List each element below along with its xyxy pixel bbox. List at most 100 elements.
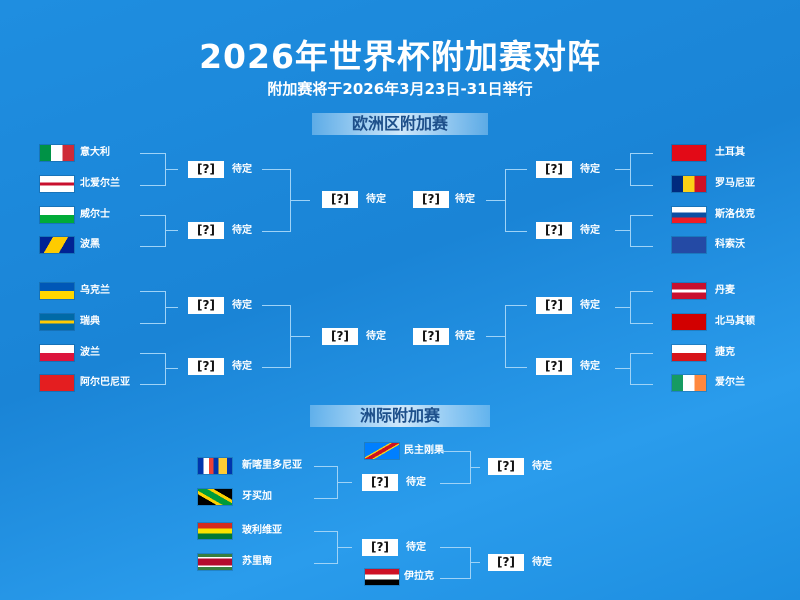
bracket-line: [615, 306, 630, 308]
bracket-line: [140, 291, 166, 324]
team-name: 北爱尔兰: [80, 178, 120, 189]
bracket-line: [440, 547, 471, 579]
pending-label: 待定: [532, 461, 552, 472]
bracket-line: [165, 230, 178, 231]
romania-flag-icon: [672, 176, 706, 192]
bracket-line: [630, 291, 653, 324]
pending-label: 待定: [232, 361, 252, 372]
slovakia-flag-icon: [672, 207, 706, 223]
iraq-flag-icon: [365, 569, 399, 585]
bracket-line: [165, 168, 178, 170]
pending-label: 待定: [455, 331, 475, 342]
bracket-line: [337, 546, 352, 548]
team-name: 阿尔巴尼亚: [80, 377, 130, 388]
pending-label: 待定: [406, 542, 426, 553]
pending-label: 待定: [232, 225, 252, 236]
pending-label: 待定: [232, 300, 252, 311]
pending-placeholder-icon: [?]: [536, 161, 572, 178]
denmark-flag-icon: [672, 283, 706, 299]
pending-placeholder-icon: [?]: [362, 539, 398, 556]
team-name: 新喀里多尼亚: [242, 460, 302, 471]
bracket-line: [140, 353, 166, 385]
kosovo-flag-icon: [672, 237, 706, 253]
team-name: 牙买加: [242, 491, 272, 502]
bracket-line: [615, 168, 630, 170]
wales-flag-icon: [40, 207, 74, 223]
northern-ireland-flag-icon: [40, 176, 74, 192]
pending-label: 待定: [366, 194, 386, 205]
bracket-line: [505, 169, 527, 232]
pending-placeholder-icon: [?]: [536, 297, 572, 314]
pending-placeholder-icon: [?]: [488, 554, 524, 571]
bracket-line: [290, 335, 310, 337]
pending-placeholder-icon: [?]: [188, 297, 224, 314]
pending-label: 待定: [406, 477, 426, 488]
bracket-line: [470, 562, 480, 563]
team-name: 爱尔兰: [715, 377, 745, 388]
ireland-flag-icon: [672, 375, 706, 391]
pending-placeholder-icon: [?]: [413, 328, 449, 345]
page-subtitle: 附加赛将于2026年3月23日-31日举行: [267, 80, 533, 98]
pending-placeholder-icon: [?]: [322, 328, 358, 345]
team-name: 民主刚果: [404, 445, 444, 456]
team-name: 丹麦: [715, 285, 735, 296]
pending-label: 待定: [455, 194, 475, 205]
team-name: 伊拉克: [404, 571, 434, 582]
pending-placeholder-icon: [?]: [413, 191, 449, 208]
europe-section-label: 欧洲区附加赛: [312, 113, 488, 135]
dr-congo-flag-icon: [365, 443, 399, 459]
pending-label: 待定: [580, 225, 600, 236]
pending-label: 待定: [580, 300, 600, 311]
bracket-line: [630, 215, 653, 247]
pending-label: 待定: [580, 164, 600, 175]
bracket-line: [470, 466, 480, 468]
pending-label: 待定: [580, 361, 600, 372]
pending-placeholder-icon: [?]: [188, 222, 224, 239]
pending-placeholder-icon: [?]: [188, 358, 224, 375]
team-name: 苏里南: [242, 556, 272, 567]
sweden-flag-icon: [40, 314, 74, 330]
pending-placeholder-icon: [?]: [362, 474, 398, 491]
team-name: 斯洛伐克: [715, 209, 755, 220]
ukraine-flag-icon: [40, 283, 74, 299]
bracket-line: [337, 481, 352, 483]
new-caledonia-flag-icon: [198, 458, 232, 474]
pending-label: 待定: [232, 164, 252, 175]
team-name: 捷克: [715, 347, 735, 358]
bracket-line: [314, 531, 338, 564]
czechia-flag-icon: [672, 345, 706, 361]
bracket-line: [440, 451, 471, 484]
pending-placeholder-icon: [?]: [488, 458, 524, 475]
bracket-line: [262, 169, 291, 232]
pending-placeholder-icon: [?]: [322, 191, 358, 208]
bracket-line: [630, 353, 653, 385]
team-name: 玻利维亚: [242, 525, 282, 536]
bracket-line: [140, 215, 166, 247]
north-macedonia-flag-icon: [672, 314, 706, 330]
bracket-line: [486, 199, 505, 201]
team-name: 威尔士: [80, 209, 110, 220]
pending-label: 待定: [366, 331, 386, 342]
team-name: 乌克兰: [80, 285, 110, 296]
bracket-line: [486, 335, 505, 337]
bracket-line: [314, 466, 338, 499]
team-name: 意大利: [80, 147, 110, 158]
team-name: 罗马尼亚: [715, 178, 755, 189]
page-title: 2026年世界杯附加赛对阵: [199, 37, 601, 76]
bracket-line: [615, 230, 630, 231]
suriname-flag-icon: [198, 554, 232, 570]
albania-flag-icon: [40, 375, 74, 391]
bracket-line: [165, 368, 178, 369]
bracket-line: [290, 199, 310, 201]
team-name: 土耳其: [715, 147, 745, 158]
turkey-flag-icon: [672, 145, 706, 161]
bracket-line: [140, 153, 166, 186]
team-name: 科索沃: [715, 239, 745, 250]
team-name: 波黑: [80, 239, 100, 250]
intercontinental-section-label: 洲际附加赛: [310, 405, 490, 427]
poland-flag-icon: [40, 345, 74, 361]
bosnia-flag-icon: [40, 237, 74, 253]
team-name: 波兰: [80, 347, 100, 358]
jamaica-flag-icon: [198, 489, 232, 505]
pending-placeholder-icon: [?]: [536, 358, 572, 375]
